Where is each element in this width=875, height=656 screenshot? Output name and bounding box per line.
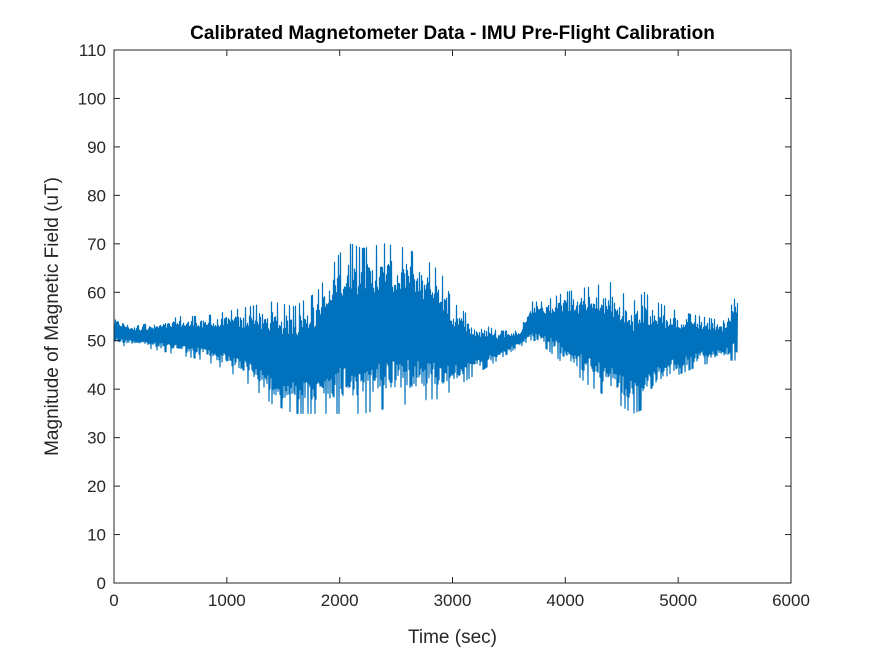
- y-tick-label: 10: [87, 526, 106, 545]
- x-axis-ticks: 0 1000 2000 3000 4000 5000 6000: [109, 50, 810, 610]
- y-tick-label: 80: [87, 186, 106, 205]
- y-tick-label: 70: [87, 235, 106, 254]
- y-tick-label: 100: [78, 89, 106, 108]
- y-axis-label: Magnitude of Magnetic Field (uT): [42, 177, 63, 456]
- y-tick-label: 110: [79, 41, 106, 60]
- x-tick-label: 3000: [434, 591, 472, 610]
- x-tick-label: 4000: [546, 591, 584, 610]
- x-tick-label: 2000: [321, 591, 359, 610]
- y-tick-label: 50: [87, 332, 106, 351]
- y-tick-label: 30: [87, 429, 106, 448]
- y-tick-label: 20: [87, 477, 106, 496]
- y-tick-label: 60: [87, 283, 106, 302]
- chart-title: Calibrated Magnetometer Data - IMU Pre-F…: [190, 23, 715, 44]
- y-tick-label: 40: [87, 380, 106, 399]
- y-tick-label: 0: [97, 574, 106, 593]
- series-line: [113, 243, 739, 415]
- series-layer: [113, 243, 739, 415]
- x-tick-label: 1000: [208, 591, 246, 610]
- plot-area: [114, 50, 791, 583]
- y-axis-ticks: 0 10 20 30 40 50 60 70 80 90 100 110: [78, 41, 791, 593]
- y-tick-label: 90: [87, 138, 106, 157]
- x-tick-label: 0: [109, 591, 118, 610]
- x-tick-label: 5000: [659, 591, 697, 610]
- x-tick-label: 6000: [772, 591, 810, 610]
- x-axis-label: Time (sec): [408, 627, 497, 648]
